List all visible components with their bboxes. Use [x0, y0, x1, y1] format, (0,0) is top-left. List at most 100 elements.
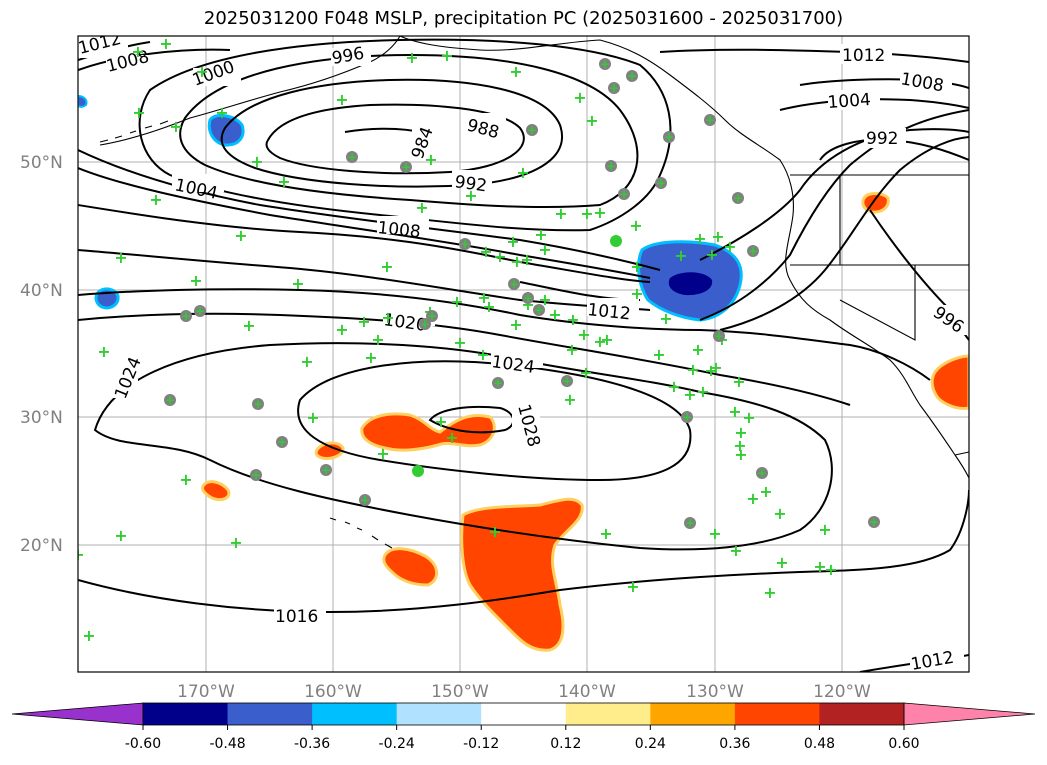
station-cross-marker: + [479, 242, 492, 261]
station-cross-marker: + [215, 103, 228, 122]
station-cross-marker: + [534, 225, 547, 244]
station-circle-cross: + [527, 123, 537, 137]
station-cross-marker: + [477, 288, 490, 307]
isobar-label-1012-center: 1012 [586, 300, 631, 324]
colorbar-bin [396, 703, 482, 725]
station-cross-marker: + [563, 390, 576, 409]
isobar-992 [179, 53, 639, 209]
station-cross-marker: + [674, 246, 687, 265]
station-circle-cross: + [609, 81, 619, 95]
station-circle-marker [605, 160, 617, 172]
station-cross-marker: + [818, 520, 831, 539]
station-circle-marker [250, 469, 262, 481]
colorbar-bin [312, 703, 398, 725]
station-circle-marker [276, 436, 288, 448]
colorbar-tick-label: -0.60 [125, 736, 161, 752]
station-cross-marker: + [306, 408, 319, 427]
isobar-label-1008-center: 1008 [376, 218, 421, 242]
colorbar-tick-label: -0.12 [463, 736, 499, 752]
colorbar-tick-label: 0.12 [550, 736, 581, 752]
isobar-1016-top [78, 288, 931, 381]
precip-area-gulf-alaska-west [207, 113, 245, 147]
colorbar: -0.60 -0.48 -0.36 -0.24 -0.12 0.12 0.24 0.36 0.4… [11, 702, 1036, 752]
station-circle-cross: + [685, 516, 695, 530]
station-circle-cross: + [427, 309, 437, 323]
isobar-1000 [78, 48, 661, 271]
colorbar-bin [734, 703, 820, 725]
station-cross-marker: + [234, 226, 247, 245]
colorbar-bin [650, 703, 736, 725]
station-circle-cross: + [509, 277, 519, 291]
station-cross-marker: + [364, 348, 377, 367]
station-circle-cross: + [523, 291, 533, 305]
station-cross-marker: + [746, 489, 759, 508]
station-circle-cross: + [253, 397, 263, 411]
station-circle-marker [868, 516, 880, 528]
station-circle-cross: + [656, 176, 666, 190]
station-circle-cross: + [757, 466, 767, 480]
latitude-labels: 50°N 40°N 30°N 20°N [20, 153, 63, 556]
station-cross-marker: + [510, 252, 523, 271]
station-cross-marker: + [97, 342, 110, 361]
station-cross-marker: + [709, 358, 722, 377]
station-cross-marker: + [824, 560, 837, 579]
station-cross-marker: + [371, 330, 384, 349]
station-circle-cross: + [493, 376, 503, 390]
precip-area-coast-north [861, 192, 890, 214]
station-circle-cross: + [733, 191, 743, 205]
station-circle-marker [756, 467, 768, 479]
station-cross-marker: + [291, 274, 304, 293]
station-cross-marker: + [450, 292, 463, 311]
station-circle-marker [522, 292, 534, 304]
station-cross-marker: + [381, 308, 394, 327]
station-circle-marker [400, 161, 412, 173]
station-circle-marker [561, 375, 573, 387]
precip-dry-areas [78, 94, 743, 322]
station-cross-marker: + [585, 111, 598, 130]
station-circle-marker [747, 245, 759, 257]
isobar-label-1016-south: 1016 [275, 607, 318, 627]
station-cross-marker: + [775, 553, 788, 572]
station-cross-marker: + [667, 377, 680, 396]
station-circle-cross: + [181, 309, 191, 323]
station-cross-marker: + [149, 190, 162, 209]
station-cross-marker: + [277, 172, 290, 191]
station-circle-cross: + [869, 515, 879, 529]
station-cross-marker: + [335, 90, 348, 109]
precip-area-small-west-1 [314, 441, 345, 460]
station-cross-marker: + [538, 290, 551, 309]
station-circle-marker [346, 151, 358, 163]
station-circle-cross: + [321, 463, 331, 477]
station-cross-marker: + [169, 117, 182, 136]
station-circle-marker [599, 58, 611, 70]
station-circle-marker [608, 82, 620, 94]
station-circle-marker [164, 394, 176, 406]
border-us-states-3 [839, 265, 916, 341]
lon-label-170w: 170°W [177, 682, 235, 702]
station-circle-marker [732, 192, 744, 204]
colorbar-bin [143, 703, 229, 725]
station-cross-marker: + [630, 284, 643, 303]
station-cross-marker: + [424, 150, 437, 169]
station-circle-marker [180, 310, 192, 322]
station-circle-marker [526, 124, 538, 136]
station-circle-marker [419, 318, 431, 330]
station-cross-marker: + [554, 204, 567, 223]
station-cross-marker: + [763, 583, 776, 602]
colorbar-tick-label: -0.24 [379, 736, 415, 752]
station-circle-cross: + [627, 69, 637, 83]
station-cross-marker: + [132, 103, 145, 122]
station-cross-marker: + [357, 312, 370, 331]
coastlines [99, 36, 969, 549]
station-cross-marker: + [189, 271, 202, 290]
station-cross-marker: + [600, 330, 613, 349]
station-cross-marker: + [729, 541, 742, 560]
colorbar-tick-label: 0.36 [719, 736, 750, 752]
station-circle-marker [426, 310, 438, 322]
station-cross-marker: + [599, 524, 612, 543]
lon-label-120w: 120°W [813, 682, 871, 702]
colorbar-tick-label: 0.48 [804, 736, 835, 752]
station-cross-marker: + [566, 310, 579, 329]
station-cross-marker: + [693, 229, 706, 248]
